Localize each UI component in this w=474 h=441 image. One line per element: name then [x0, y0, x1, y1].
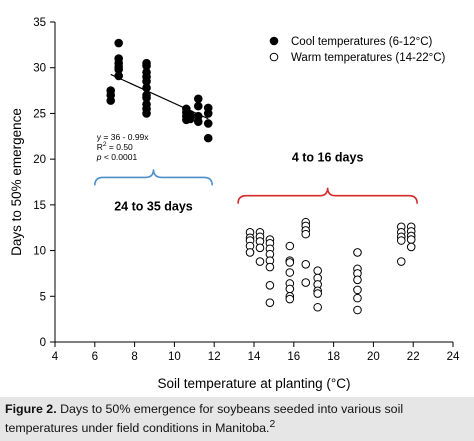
chart-legend: Cool temperatures (6-12°C) Warm temperat…: [269, 36, 446, 64]
data-point-warm: [301, 259, 311, 269]
data-point-warm: [353, 285, 362, 295]
scatter-chart: 4 6 8 10 12 14 16 18 20 22 24 0 5 10 15 20 25 30 35 y = 36…: [0, 0, 474, 397]
r-squared-label: R: [97, 142, 103, 152]
data-point-warm: [396, 236, 406, 245]
data-points: [106, 38, 416, 315]
data-point-cool: [203, 119, 213, 128]
legend-marker-cool: [269, 36, 279, 46]
data-point-cool: [142, 83, 151, 93]
data-point-cool: [142, 109, 151, 118]
data-point-cool: [203, 109, 213, 118]
data-point-warm: [313, 289, 322, 298]
p-value-value: < 0.0001: [102, 152, 138, 162]
r-squared-value: = 0.50: [107, 142, 134, 152]
legend-label-cool: Cool temperatures (6-12°C): [291, 36, 433, 48]
data-point-warm: [353, 293, 362, 303]
y-tick-label: 10: [33, 246, 46, 258]
data-point-warm: [285, 241, 295, 251]
legend-marker-warm: [269, 52, 279, 62]
chart-background: [0, 0, 474, 397]
x-tick-label: 12: [208, 351, 221, 363]
y-tick-label: 5: [40, 291, 46, 303]
data-point-warm: [396, 257, 406, 266]
data-point-warm: [285, 258, 295, 267]
legend-label-warm: Warm temperatures (14-22°C): [291, 52, 446, 64]
data-point-warm: [255, 257, 265, 266]
data-point-warm: [285, 284, 295, 294]
data-point-warm: [313, 302, 322, 312]
data-point-cool: [106, 96, 116, 105]
data-point-warm: [285, 268, 295, 277]
data-point-warm: [285, 294, 295, 304]
y-axis-label: Days to 50% emergence: [9, 108, 24, 256]
caption-text: Days to 50% emergence for soybeans seede…: [5, 402, 404, 436]
y-tick-label: 0: [40, 337, 46, 349]
y-tick-label: 30: [33, 63, 46, 75]
data-point-cool: [193, 117, 203, 126]
data-point-warm: [301, 229, 311, 239]
data-point-warm: [265, 281, 275, 290]
chart-axes: 4 6 8 10 12 14 16 18 20 22 24 0 5 10 15 20 25 30 35: [33, 17, 460, 363]
regression-equation: y = 36 - 0.99x: [97, 132, 149, 142]
x-tick-label: 16: [287, 351, 300, 363]
y-tick-label: 25: [33, 108, 46, 120]
data-point-warm: [255, 243, 265, 253]
p-value-label: p: [96, 152, 102, 162]
x-tick-label: 24: [447, 351, 460, 363]
caption-superscript: 2: [269, 419, 276, 430]
y-tick-label: 35: [33, 17, 46, 29]
data-point-warm: [301, 278, 311, 287]
data-point-warm: [406, 242, 416, 252]
bracket-cool: [94, 169, 214, 186]
data-point-warm: [353, 275, 362, 285]
regression-r-squared: R2 = 0.50: [97, 141, 133, 152]
data-point-cool: [114, 71, 123, 81]
annotation-cool: 24 to 35 days: [114, 199, 193, 213]
x-tick-label: 8: [131, 351, 137, 363]
data-point-warm: [353, 248, 362, 257]
y-tick-label: 20: [33, 154, 46, 166]
r-squared-superscript: 2: [103, 141, 107, 148]
data-point-warm: [245, 248, 255, 257]
x-tick-label: 22: [407, 351, 420, 363]
x-axis-label: Soil temperature at planting (°C): [158, 376, 351, 391]
x-tick-label: 14: [248, 351, 261, 363]
data-point-warm: [353, 305, 362, 315]
x-tick-label: 6: [92, 351, 98, 363]
regression-p-value: p < 0.0001: [96, 152, 138, 162]
data-point-cool: [114, 38, 123, 48]
y-tick-label: 15: [33, 200, 46, 212]
data-point-cool: [193, 101, 203, 111]
x-tick-label: 18: [327, 351, 340, 363]
data-point-warm: [265, 262, 275, 272]
figure-caption: Figure 2. Days to 50% emergence for soyb…: [0, 397, 474, 441]
data-point-warm: [265, 298, 275, 307]
x-tick-label: 10: [168, 351, 181, 363]
data-point-warm: [406, 235, 416, 244]
annotation-warm: 4 to 16 days: [292, 151, 364, 165]
data-point-warm: [313, 266, 322, 275]
data-point-cool: [193, 94, 203, 104]
caption-label: Figure 2.: [5, 402, 57, 416]
x-tick-label: 4: [52, 351, 59, 363]
x-tick-label: 20: [367, 351, 380, 363]
data-point-cool: [186, 114, 195, 124]
data-point-cool: [203, 133, 213, 143]
